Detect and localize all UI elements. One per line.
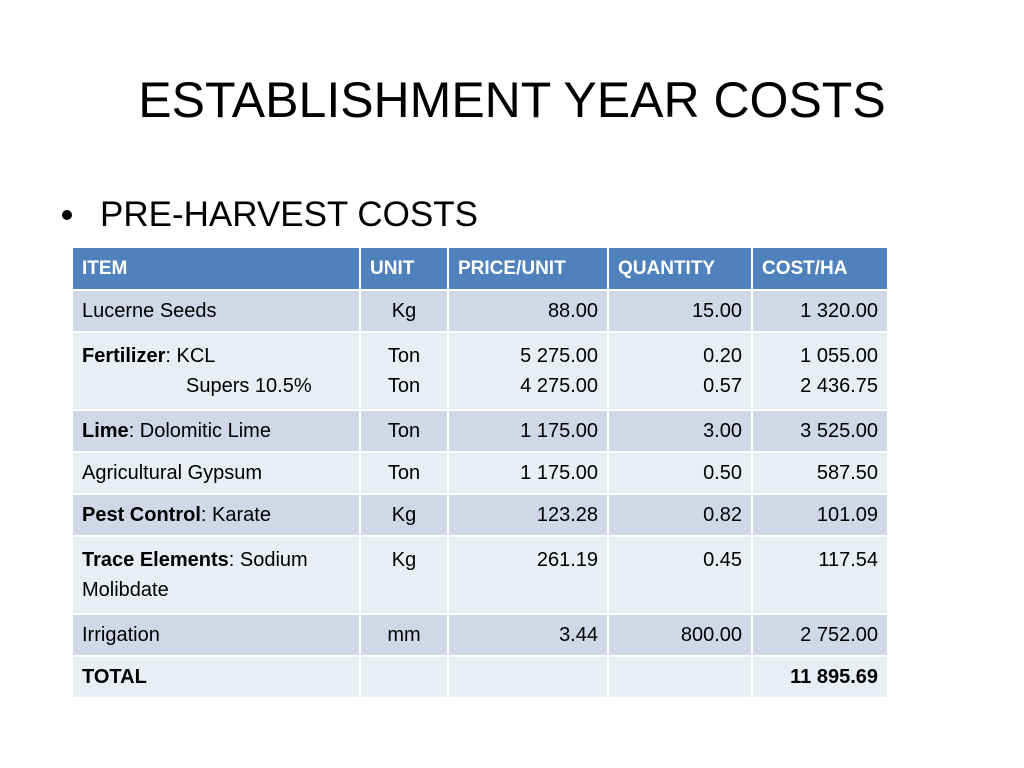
cell-quantity: 0.20 0.57	[607, 331, 753, 411]
table-row: Lime: Dolomitic Lime Ton 1 175.00 3.00 3…	[71, 409, 889, 453]
cell-unit	[359, 655, 449, 699]
cell-cost: 117.54	[751, 535, 889, 615]
cell-price: 5 275.00 4 275.00	[447, 331, 609, 411]
quantity-line2: 0.57	[703, 375, 742, 397]
total-label: TOTAL	[71, 655, 361, 699]
slide-title: ESTABLISHMENT YEAR COSTS	[138, 72, 886, 128]
table-row: Agricultural Gypsum Ton 1 175.00 0.50 58…	[71, 451, 889, 495]
cell-unit: Kg	[359, 289, 449, 333]
table-row: Fertilizer: KCL Supers 10.5% Ton Ton 5 2…	[71, 331, 889, 411]
cell-cost: 2 752.00	[751, 613, 889, 657]
cell-cost: 1 055.00 2 436.75	[751, 331, 889, 411]
bullet-pre-harvest: PRE-HARVEST COSTS	[60, 192, 478, 238]
header-price-unit: PRICE/UNIT	[447, 246, 609, 291]
cell-unit: Kg	[359, 535, 449, 615]
cell-item: Trace Elements: Sodium Molibdate	[71, 535, 361, 615]
cell-cost: 587.50	[751, 451, 889, 495]
cell-item: Pest Control: Karate	[71, 493, 361, 537]
cell-price: 1 175.00	[447, 409, 609, 453]
cell-unit: Kg	[359, 493, 449, 537]
cell-quantity: 15.00	[607, 289, 753, 333]
table-header-row: ITEM UNIT PRICE/UNIT QUANTITY COST/HA	[71, 246, 889, 291]
cell-item: Lime: Dolomitic Lime	[71, 409, 361, 453]
cell-quantity: 0.45	[607, 535, 753, 615]
cell-cost: 1 320.00	[751, 289, 889, 333]
cell-cost: 3 525.00	[751, 409, 889, 453]
item-line2: Molibdate	[82, 579, 169, 601]
table-row: Trace Elements: Sodium Molibdate Kg 261.…	[71, 535, 889, 615]
item-line2: Supers 10.5%	[186, 375, 312, 397]
header-item: ITEM	[71, 246, 361, 291]
item-text: : Karate	[200, 504, 271, 526]
total-row: TOTAL 11 895.69	[71, 655, 889, 699]
cost-line2: 2 436.75	[800, 375, 878, 397]
cell-item: Irrigation	[71, 613, 361, 657]
cell-quantity: 0.50	[607, 451, 753, 495]
cell-price: 123.28	[447, 493, 609, 537]
item-bold: Fertilizer	[82, 345, 166, 367]
item-text: : Sodium	[228, 549, 308, 571]
item-bold: Trace Elements	[82, 549, 229, 571]
item-text: : Dolomitic Lime	[128, 420, 271, 442]
header-cost-ha: COST/HA	[751, 246, 889, 291]
cost-line1: 1 055.00	[800, 345, 878, 367]
price-line1: 5 275.00	[520, 345, 598, 367]
cell-quantity	[607, 655, 753, 699]
cell-price: 261.19	[447, 535, 609, 615]
cell-price	[447, 655, 609, 699]
cell-price: 1 175.00	[447, 451, 609, 495]
item-bold: Lime	[82, 420, 129, 442]
cell-quantity: 800.00	[607, 613, 753, 657]
cell-cost: 101.09	[751, 493, 889, 537]
item-text: Irrigation	[82, 624, 160, 646]
cell-unit: Ton	[359, 409, 449, 453]
item-text: Lucerne Seeds	[82, 300, 217, 322]
cell-item: Lucerne Seeds	[71, 289, 361, 333]
table-row: Lucerne Seeds Kg 88.00 15.00 1 320.00	[71, 289, 889, 333]
table-row: Irrigation mm 3.44 800.00 2 752.00	[71, 613, 889, 657]
header-unit: UNIT	[359, 246, 449, 291]
bullet-dot	[62, 210, 72, 220]
cell-price: 3.44	[447, 613, 609, 657]
header-quantity: QUANTITY	[607, 246, 753, 291]
item-text: : KCL	[165, 345, 216, 367]
cell-unit: Ton Ton	[359, 331, 449, 411]
item-bold: Pest Control	[82, 504, 201, 526]
cell-quantity: 0.82	[607, 493, 753, 537]
cell-quantity: 3.00	[607, 409, 753, 453]
cell-price: 88.00	[447, 289, 609, 333]
quantity-line1: 0.20	[703, 345, 742, 367]
table-row: Pest Control: Karate Kg 123.28 0.82 101.…	[71, 493, 889, 537]
price-line2: 4 275.00	[520, 375, 598, 397]
total-cost: 11 895.69	[751, 655, 889, 699]
costs-table: ITEM UNIT PRICE/UNIT QUANTITY COST/HA Lu…	[71, 246, 889, 699]
cell-unit: mm	[359, 613, 449, 657]
cell-unit: Ton	[359, 451, 449, 495]
cell-item: Fertilizer: KCL Supers 10.5%	[71, 331, 361, 411]
item-text: Agricultural Gypsum	[82, 462, 263, 484]
bullet-text: PRE-HARVEST COSTS	[100, 195, 478, 234]
unit-line1: Ton	[387, 345, 421, 367]
unit-line2: Ton	[387, 375, 421, 397]
cell-item: Agricultural Gypsum	[71, 451, 361, 495]
